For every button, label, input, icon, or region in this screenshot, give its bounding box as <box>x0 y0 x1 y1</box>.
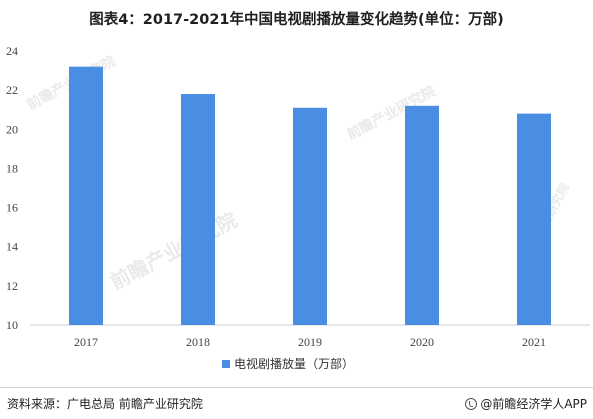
bar-chart: 前瞻产业研究院前瞻产业研究院前瞻产业研究院前瞻产业研究院101214161820… <box>6 44 590 371</box>
bar <box>181 94 215 325</box>
x-tick-label: 2019 <box>298 335 322 349</box>
y-tick-label: 12 <box>6 279 18 293</box>
footer: 资料来源：广电总局 前瞻产业研究院 @前瞻经济学人APP <box>0 387 593 419</box>
legend-label: 电视剧播放量（万部） <box>234 356 354 371</box>
bar <box>517 113 551 325</box>
x-tick-label: 2021 <box>522 335 546 349</box>
brand-logo-icon <box>465 397 478 410</box>
y-tick-label: 16 <box>6 201 18 215</box>
y-tick-label: 20 <box>6 122 18 136</box>
y-tick-label: 14 <box>6 240 18 254</box>
bar <box>405 105 439 325</box>
y-tick-label: 18 <box>6 161 18 175</box>
y-tick-label: 22 <box>6 83 18 97</box>
bar <box>69 66 103 326</box>
x-tick-label: 2017 <box>74 335 98 349</box>
source-note: 资料来源：广电总局 前瞻产业研究院 <box>7 397 203 411</box>
chart-title: 图表4：2017-2021年中国电视剧播放量变化趋势(单位：万部) <box>89 12 504 28</box>
bar <box>293 107 327 325</box>
y-tick-label: 10 <box>6 318 18 332</box>
brand-label: @前瞻经济学人APP <box>480 397 587 411</box>
brand-credit: @前瞻经济学人APP <box>465 395 587 412</box>
legend-swatch <box>222 360 230 368</box>
watermark: 前瞻产业研究院 <box>106 207 241 294</box>
x-tick-label: 2020 <box>410 335 434 349</box>
y-tick-label: 24 <box>6 44 18 58</box>
x-tick-label: 2018 <box>186 335 210 349</box>
